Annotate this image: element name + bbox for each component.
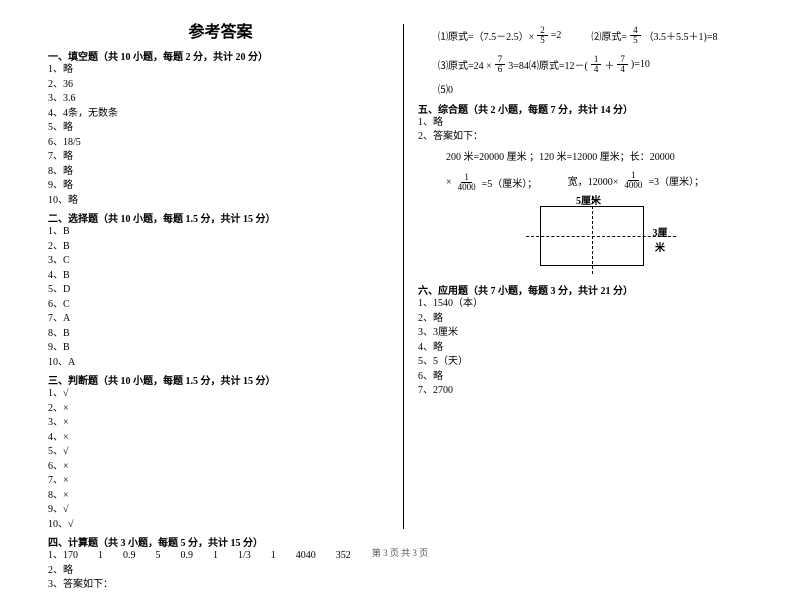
sec6-i0: 1、1540（本） xyxy=(418,297,759,312)
calc2: ⑶原式=24 × 7 6 3=84⑷原式=12－( 1 4 ＋ 7 4 )=10 xyxy=(438,55,650,74)
sec6-i5: 6、略 xyxy=(418,370,759,385)
sec1-i3: 4、4条，无数条 xyxy=(48,107,393,122)
sec1-i4: 5、略 xyxy=(48,121,393,136)
work-l3-d: 4000 xyxy=(621,181,645,190)
sec1-i0: 1、略 xyxy=(48,63,393,78)
calc2-plus: ＋ xyxy=(604,57,614,72)
sec5-i0: 1、略 xyxy=(418,116,759,131)
work-l1: 200 米=20000 厘米 ；120 米=12000 厘米；长：20000 xyxy=(446,151,759,166)
sec4-i2: 3、答案如下： xyxy=(48,578,393,593)
calc2-frac3: 7 4 xyxy=(617,55,628,74)
calc1a: ⑴原式=（7.5－2.5）× 2 5 =2 xyxy=(438,26,561,45)
sec3-i9: 10、√ xyxy=(48,518,393,533)
sec6-i4: 5、5（天） xyxy=(418,355,759,370)
sec1-i6: 7、略 xyxy=(48,150,393,165)
sec1-i2: 3、3.6 xyxy=(48,92,393,107)
work-l2-frac: 1 4000 xyxy=(455,173,479,192)
sec6-header: 六、应用题（共 7 小题，每题 3 分，共计 21 分） xyxy=(418,282,759,297)
sec5-i1: 2、答案如下： xyxy=(418,130,759,145)
calc2-post: )=10 xyxy=(631,59,650,70)
work-l3: 宽，12000× 1 4000 =3（厘米）； xyxy=(568,171,704,190)
sec6-i2: 3、3厘米 xyxy=(418,326,759,341)
work-l2-pre: × xyxy=(446,177,452,188)
fig-label-top: 5厘米 xyxy=(576,192,601,207)
calc1b: ⑵原式= 4 5 （3.5＋5.5＋1)=8 xyxy=(591,26,717,45)
work-l3-pre: 宽，12000× xyxy=(568,173,619,188)
sec1-i7: 8、略 xyxy=(48,165,393,180)
sec3-i1: 2、× xyxy=(48,402,393,417)
sec2-i2: 3、C xyxy=(48,254,393,269)
calc2-f2d: 4 xyxy=(591,65,602,74)
sec3-i8: 9、√ xyxy=(48,503,393,518)
sec1-i1: 2、36 xyxy=(48,78,393,93)
calc3: ⑸0 xyxy=(438,84,759,99)
calc2-f3d: 4 xyxy=(617,65,628,74)
sec3-header: 三、判断题（共 10 小题，每题 1.5 分，共计 15 分） xyxy=(48,372,393,387)
sec6-i3: 4、略 xyxy=(418,341,759,356)
sec2-i5: 6、C xyxy=(48,298,393,313)
calc-row-1: ⑴原式=（7.5－2.5）× 2 5 =2 ⑵原式= 4 5 （3.5＋5.5＋… xyxy=(438,26,759,45)
sec2-i6: 7、A xyxy=(48,312,393,327)
sec3-i0: 1、√ xyxy=(48,387,393,402)
sec1-header: 一、填空题（共 10 小题，每题 2 分，共计 20 分） xyxy=(48,48,393,63)
calc2-frac2: 1 4 xyxy=(591,55,602,74)
left-column: 参考答案 一、填空题（共 10 小题，每题 2 分，共计 20 分） 1、略 2… xyxy=(48,18,403,530)
sec2-i7: 8、B xyxy=(48,327,393,342)
work-l3-post: =3（厘米）； xyxy=(648,173,704,188)
sec1-i5: 6、18/5 xyxy=(48,136,393,151)
calc2-mid: 3=84⑷原式=12－( xyxy=(508,57,588,72)
page-footer: 第 3 页 共 3 页 xyxy=(0,546,800,559)
work-l3-frac: 1 4000 xyxy=(621,171,645,190)
sec2-i1: 2、B xyxy=(48,240,393,255)
sec3-i4: 5、√ xyxy=(48,445,393,460)
work-l2: × 1 4000 =5（厘米）； xyxy=(446,173,537,192)
calc1a-d: 5 xyxy=(537,36,548,45)
sec4-i1: 2、略 xyxy=(48,564,393,579)
fig-label-right: 3厘米 xyxy=(650,224,670,254)
calc-row-2: ⑶原式=24 × 7 6 3=84⑷原式=12－( 1 4 ＋ 7 4 )=10 xyxy=(438,55,759,74)
calc2-frac1: 7 6 xyxy=(495,55,506,74)
calc2-pre: ⑶原式=24 × xyxy=(438,57,492,72)
sec3-i3: 4、× xyxy=(48,431,393,446)
doc-title: 参考答案 xyxy=(48,18,393,42)
calc1a-post: =2 xyxy=(551,30,562,41)
sec1-i9: 10、略 xyxy=(48,194,393,209)
sec2-i0: 1、B xyxy=(48,225,393,240)
sec2-header: 二、选择题（共 10 小题，每题 1.5 分，共计 15 分） xyxy=(48,210,393,225)
sec3-i6: 7、× xyxy=(48,474,393,489)
calc1b-post: （3.5＋5.5＋1)=8 xyxy=(644,28,718,43)
sec2-i8: 9、B xyxy=(48,341,393,356)
right-column: ⑴原式=（7.5－2.5）× 2 5 =2 ⑵原式= 4 5 （3.5＋5.5＋… xyxy=(404,18,759,530)
sec2-i3: 4、B xyxy=(48,269,393,284)
sec3-i2: 3、× xyxy=(48,416,393,431)
sec3-i5: 6、× xyxy=(48,460,393,475)
sec2-i4: 5、D xyxy=(48,283,393,298)
work-l2-post: =5（厘米）； xyxy=(482,175,538,190)
sec5-header: 五、综合题（共 2 小题，每题 7 分，共计 14 分） xyxy=(418,101,759,116)
sec6-i1: 2、略 xyxy=(418,312,759,327)
calc1a-pre: ⑴原式=（7.5－2.5）× xyxy=(438,28,534,43)
calc1b-frac: 4 5 xyxy=(630,26,641,45)
work-l2-d: 4000 xyxy=(455,183,479,192)
calc1a-frac: 2 5 xyxy=(537,26,548,45)
sec3-i7: 8、× xyxy=(48,489,393,504)
fig-box xyxy=(540,206,644,266)
page: 参考答案 一、填空题（共 10 小题，每题 2 分，共计 20 分） 1、略 2… xyxy=(0,0,800,540)
rectangle-figure: 5厘米 3厘米 xyxy=(526,196,676,274)
calc1b-pre: ⑵原式= xyxy=(591,28,627,43)
sec2-i9: 10、A xyxy=(48,356,393,371)
sec1-i8: 9、略 xyxy=(48,179,393,194)
calc1b-d: 5 xyxy=(630,36,641,45)
calc2-f1d: 6 xyxy=(495,65,506,74)
sec6-i6: 7、2700 xyxy=(418,384,759,399)
